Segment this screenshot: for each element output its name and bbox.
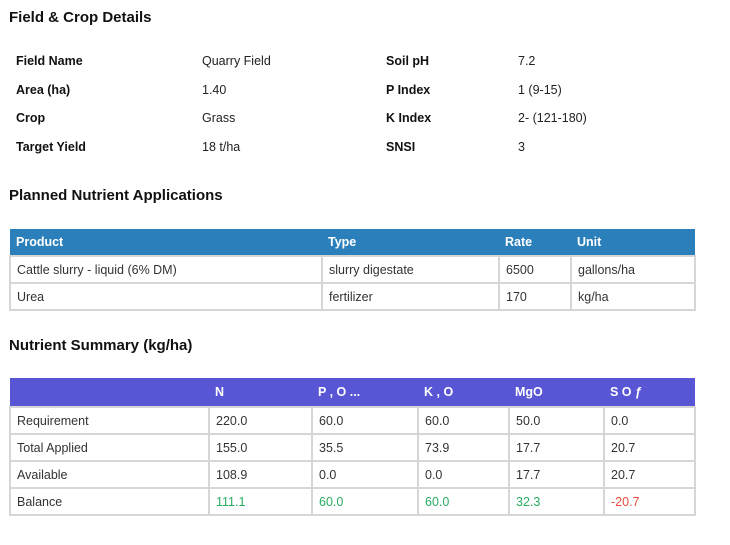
detail-label: Soil pH [386,54,430,68]
cell-so3: 0.0 [603,406,696,435]
cell-n: 108.9 [208,460,313,489]
detail-value: Quarry Field [202,54,271,68]
cell-k2o: 73.9 [417,433,510,462]
cell-p2o5: 35.5 [311,433,419,462]
detail-label: P Index [386,83,431,97]
cell-rate: 6500 [498,255,572,284]
cell-p2o5-balance: 60.0 [311,487,419,516]
applications-title: Planned Nutrient Applications [9,187,223,204]
nutrient-summary-table: N P , O ... K , O MgO S O ƒ Requirement … [9,378,696,516]
detail-value: Grass [202,111,236,125]
field-details-title: Field & Crop Details [9,9,152,26]
cell-type: fertilizer [321,282,500,311]
detail-label: K Index [386,111,432,125]
detail-value: 2- (121-180) [518,111,587,125]
detail-label: SNSI [386,140,416,154]
applications-table: Product Type Rate Unit Cattle slurry - l… [9,229,696,311]
detail-row: Crop Grass K Index 2- (121-180) [16,111,716,129]
detail-value: 1.40 [202,83,227,97]
cell-unit: kg/ha [570,282,696,311]
detail-row: Field Name Quarry Field Soil pH 7.2 [16,54,716,72]
column-header-rate: Rate [499,229,571,256]
column-header-n: N [209,378,312,407]
cell-k2o: 0.0 [417,460,510,489]
table-row: Requirement 220.0 60.0 60.0 50.0 0.0 [9,406,696,435]
cell-so3-balance: -20.7 [603,487,696,516]
table-row: Cattle slurry - liquid (6% DM) slurry di… [9,255,696,284]
row-label: Available [9,460,210,489]
detail-row: Area (ha) 1.40 P Index 1 (9-15) [16,83,716,101]
cell-product: Cattle slurry - liquid (6% DM) [9,255,323,284]
column-header-product: Product [10,229,322,256]
cell-k2o-balance: 60.0 [417,487,510,516]
cell-k2o: 60.0 [417,406,510,435]
column-header-so3: S O ƒ [604,378,695,407]
detail-row: Target Yield 18 t/ha SNSI 3 [16,140,716,158]
table-header-row: Product Type Rate Unit [10,229,695,256]
detail-label: Field Name [16,54,83,68]
row-label: Requirement [9,406,210,435]
cell-product: Urea [9,282,323,311]
row-label: Total Applied [9,433,210,462]
detail-value: 18 t/ha [202,140,241,154]
cell-rate: 170 [498,282,572,311]
table-row: Total Applied 155.0 35.5 73.9 17.7 20.7 [9,433,696,462]
cell-n: 155.0 [208,433,313,462]
detail-value: 3 [518,140,525,154]
cell-type: slurry digestate [321,255,500,284]
detail-label: Area (ha) [16,83,71,97]
table-row: Urea fertilizer 170 kg/ha [9,282,696,311]
cell-so3: 20.7 [603,460,696,489]
cell-so3: 20.7 [603,433,696,462]
column-header-mgo: MgO [509,378,604,407]
detail-label: Crop [16,111,46,125]
cell-mgo-balance: 32.3 [508,487,605,516]
summary-title: Nutrient Summary (kg/ha) [9,337,193,354]
row-label: Balance [9,487,210,516]
column-header-type: Type [322,229,499,256]
cell-p2o5: 0.0 [311,460,419,489]
cell-mgo: 17.7 [508,460,605,489]
cell-unit: gallons/ha [570,255,696,284]
table-row: Available 108.9 0.0 0.0 17.7 20.7 [9,460,696,489]
cell-n-balance: 111.1 [208,487,313,516]
cell-mgo: 50.0 [508,406,605,435]
cell-n: 220.0 [208,406,313,435]
detail-value: 1 (9-15) [518,83,562,97]
column-header-unit: Unit [571,229,695,256]
table-header-row: N P , O ... K , O MgO S O ƒ [10,378,695,407]
column-header-blank [10,378,209,407]
cell-mgo: 17.7 [508,433,605,462]
detail-value: 7.2 [518,54,536,68]
cell-p2o5: 60.0 [311,406,419,435]
table-row-balance: Balance 111.1 60.0 60.0 32.3 -20.7 [9,487,696,516]
column-header-k2o: K , O [418,378,509,407]
column-header-p2o5: P , O ... [312,378,418,407]
detail-label: Target Yield [16,140,86,154]
